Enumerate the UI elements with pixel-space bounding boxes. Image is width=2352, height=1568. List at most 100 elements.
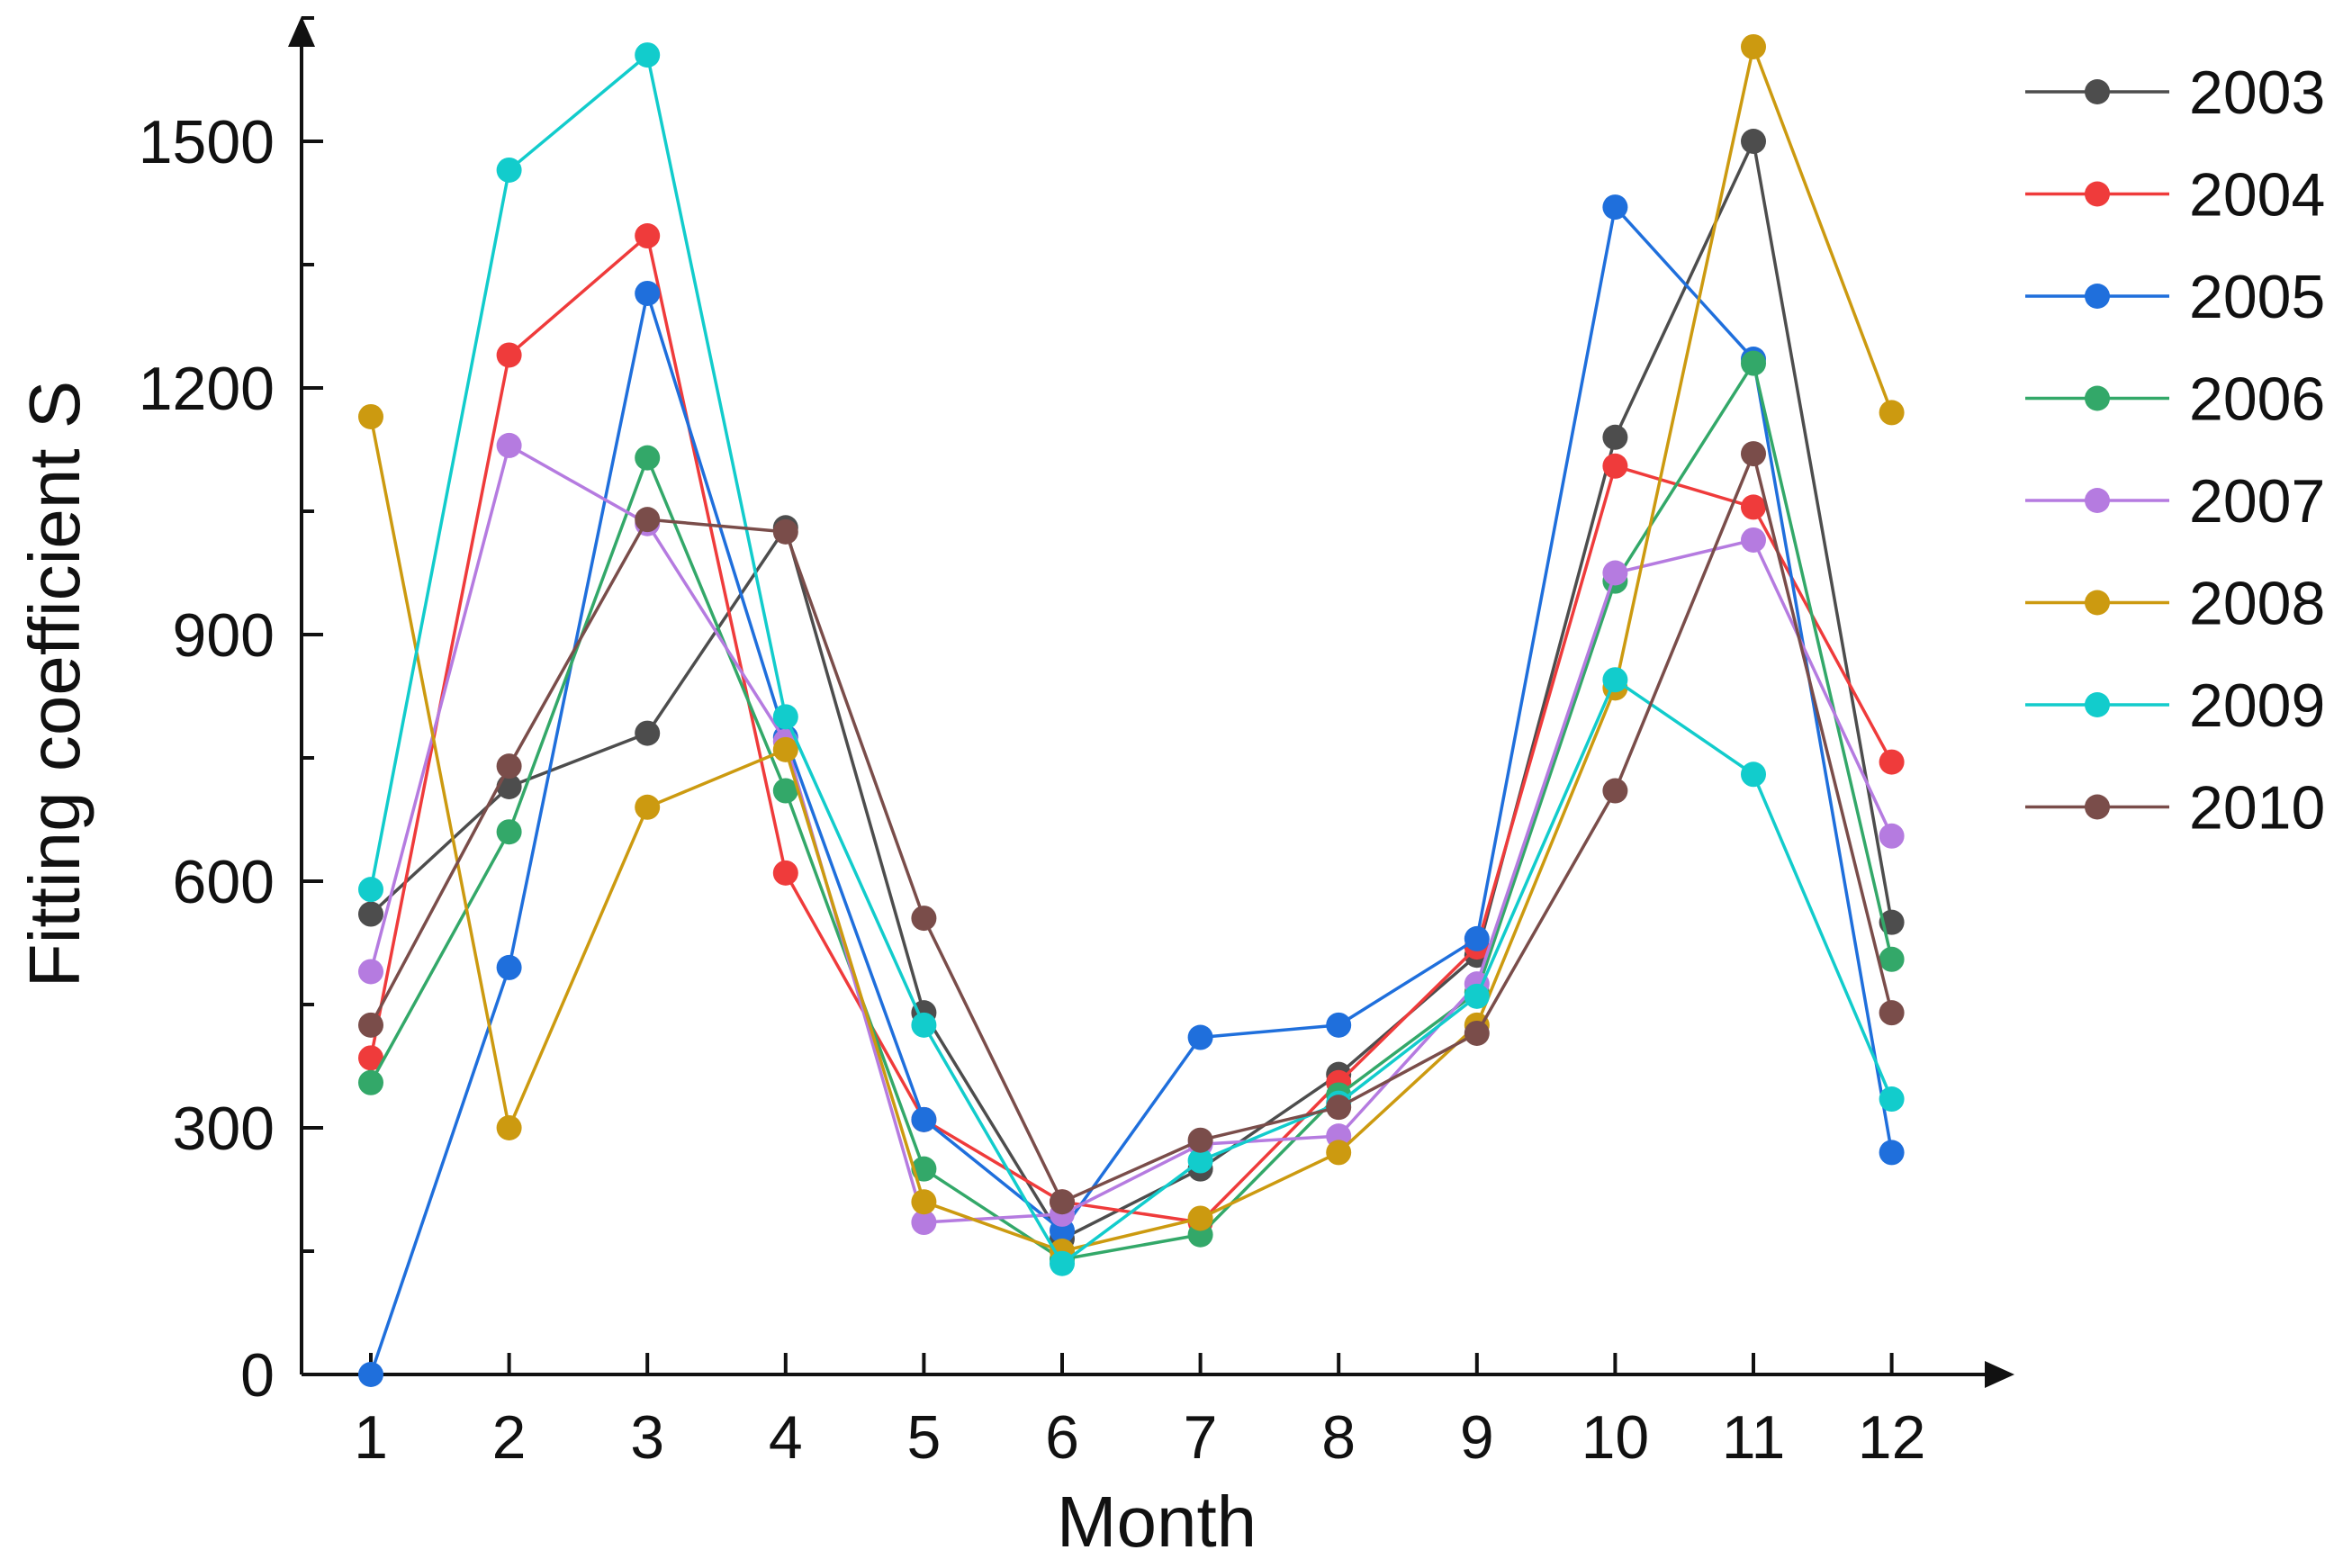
- data-point-2006-m11: [1741, 350, 1766, 376]
- data-point-2005-m8: [1326, 1012, 1352, 1038]
- x-tick-label: 5: [906, 1403, 941, 1472]
- data-point-2004-m10: [1602, 453, 1628, 479]
- x-tick-label: 2: [492, 1403, 527, 1472]
- data-point-2009-m10: [1602, 667, 1628, 693]
- series-line-2007: [369, 444, 1894, 1224]
- data-point-2009-m4: [772, 704, 798, 730]
- data-point-2006-m3: [635, 445, 661, 471]
- data-point-2004-m1: [358, 1045, 383, 1071]
- data-point-2010-m9: [1464, 1020, 1490, 1046]
- legend-label: 2004: [2189, 161, 2325, 230]
- x-tick-label: 11: [1722, 1403, 1786, 1472]
- y-tick-label: 300: [173, 1095, 275, 1163]
- data-point-2007-m11: [1741, 527, 1766, 553]
- legend-label: 2007: [2189, 467, 2325, 536]
- data-point-2010-m5: [911, 906, 937, 932]
- data-point-2010-m2: [496, 753, 522, 779]
- y-tick-label: 1200: [139, 355, 275, 423]
- data-point-2007-m1: [358, 959, 383, 985]
- data-point-2008-m11: [1741, 33, 1766, 59]
- legend-label: 2008: [2189, 570, 2325, 638]
- data-point-2004-m2: [496, 342, 522, 368]
- x-tick-label: 9: [1460, 1403, 1494, 1472]
- data-point-2007-m10: [1602, 560, 1628, 586]
- series-2007: [358, 432, 1905, 1236]
- y-axis-title: Fitting coefficient S: [14, 381, 95, 987]
- data-point-2006-m1: [358, 1069, 383, 1095]
- x-tick-label: 12: [1858, 1403, 1926, 1472]
- series-line-2009: [369, 53, 1894, 1266]
- legend-label: 2006: [2189, 365, 2325, 434]
- legend-item-2009: 2009: [2025, 671, 2325, 740]
- data-point-2008-m7: [1187, 1205, 1213, 1231]
- y-axis-arrow-icon: [288, 16, 315, 47]
- y-tick-label: 900: [173, 601, 275, 670]
- legend-label: 2003: [2189, 59, 2325, 127]
- data-point-2006-m2: [496, 819, 522, 845]
- data-point-2007-m5: [911, 1210, 937, 1236]
- legend-marker: [2085, 590, 2110, 616]
- legend: 2003 2004 2005 2006 2007 2008 2009 2010: [2025, 59, 2325, 843]
- data-point-2009-m6: [1050, 1250, 1075, 1276]
- data-point-2010-m8: [1326, 1095, 1352, 1121]
- legend-item-2006: 2006: [2025, 365, 2325, 434]
- data-point-2005-m2: [496, 954, 522, 980]
- x-axis-arrow-icon: [1985, 1361, 2014, 1388]
- x-tick-label: 8: [1321, 1403, 1356, 1472]
- data-point-2009-m2: [496, 157, 522, 183]
- data-point-2007-m2: [496, 432, 522, 458]
- data-point-2006-m12: [1879, 946, 1905, 972]
- y-tick-label: 600: [173, 848, 275, 916]
- data-point-2009-m3: [635, 42, 661, 68]
- data-point-2008-m12: [1879, 400, 1905, 426]
- data-point-2004-m4: [772, 860, 798, 886]
- data-point-2005-m3: [635, 280, 661, 306]
- data-point-2009-m5: [911, 1012, 937, 1038]
- legend-marker: [2085, 284, 2110, 309]
- data-point-2008-m5: [911, 1189, 937, 1215]
- legend-marker: [2085, 181, 2110, 207]
- data-point-2006-m4: [772, 778, 798, 804]
- data-point-2005-m7: [1187, 1024, 1213, 1050]
- data-point-2010-m3: [635, 507, 661, 533]
- data-point-2003-m11: [1741, 129, 1766, 154]
- x-tick-label: 10: [1582, 1403, 1650, 1472]
- data-point-2005-m12: [1879, 1140, 1905, 1166]
- data-point-2010-m10: [1602, 778, 1628, 804]
- x-tick-label: 7: [1184, 1403, 1218, 1472]
- data-point-2009-m11: [1741, 761, 1766, 788]
- y-tick-label: 1500: [139, 108, 275, 176]
- data-point-2004-m3: [635, 223, 661, 249]
- series-line-2004: [369, 234, 1894, 1224]
- y-ticks: 0 300 600 900 1200 1500: [139, 16, 323, 1410]
- data-point-2010-m12: [1879, 1000, 1905, 1026]
- legend-item-2003: 2003: [2025, 59, 2325, 127]
- data-point-2010-m4: [772, 518, 798, 545]
- series-line-2006: [369, 361, 1894, 1261]
- legend-label: 2010: [2189, 774, 2325, 843]
- series-line-2003: [369, 140, 1894, 1241]
- x-axis-title: Month: [1057, 1482, 1257, 1562]
- data-point-2010-m7: [1187, 1127, 1213, 1153]
- data-point-2006-m5: [911, 1156, 937, 1182]
- series-line-2008: [369, 45, 1894, 1253]
- data-point-2003-m1: [358, 901, 383, 927]
- series-line-2010: [369, 452, 1894, 1203]
- series-2009: [358, 42, 1905, 1276]
- data-point-2008-m8: [1326, 1140, 1352, 1166]
- data-point-2008-m4: [772, 736, 798, 762]
- x-tick-label: 1: [354, 1403, 388, 1472]
- legend-item-2007: 2007: [2025, 467, 2325, 536]
- y-tick-label: 0: [240, 1341, 275, 1410]
- legend-label: 2005: [2189, 263, 2325, 331]
- legend-marker: [2085, 488, 2110, 513]
- x-tick-label: 4: [769, 1403, 803, 1472]
- legend-item-2008: 2008: [2025, 570, 2325, 638]
- data-point-2009-m9: [1464, 983, 1490, 1009]
- series-layer: [358, 33, 1905, 1387]
- data-point-2010-m6: [1050, 1189, 1075, 1215]
- legend-item-2005: 2005: [2025, 263, 2325, 331]
- legend-marker: [2085, 794, 2110, 820]
